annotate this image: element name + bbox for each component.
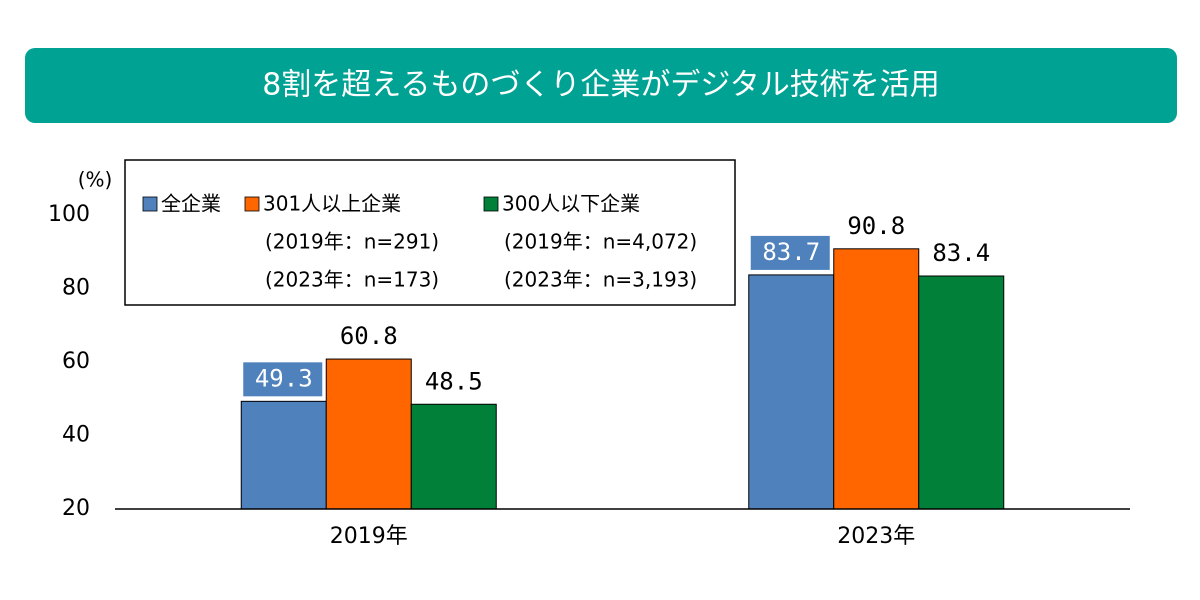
legend-swatch xyxy=(483,196,499,212)
value-label-box xyxy=(243,362,323,397)
legend-swatch xyxy=(244,196,260,212)
y-tick-label: 100 xyxy=(48,202,90,227)
title-banner xyxy=(25,48,1177,123)
x-tick-label: 2019年 xyxy=(330,524,408,549)
value-label: 90.8 xyxy=(847,212,905,240)
legend-note: (2023年：n=173) xyxy=(265,268,439,292)
bar xyxy=(833,248,920,510)
legend-note: (2019年：n=4,072) xyxy=(504,230,697,254)
y-tick-label: 20 xyxy=(62,496,90,521)
x-tick-label: 2023年 xyxy=(837,524,915,549)
y-tick-label: 80 xyxy=(62,276,90,301)
legend-note: (2019年：n=291) xyxy=(265,230,439,254)
legend-label: 全企業 xyxy=(161,192,221,216)
value-label: 48.5 xyxy=(425,367,483,395)
y-tick-label: 60 xyxy=(62,349,90,374)
value-label-box xyxy=(750,235,830,270)
bar xyxy=(918,275,1005,510)
legend-label: 300人以下企業 xyxy=(502,192,640,216)
value-label: 49.3 xyxy=(255,364,313,392)
y-tick-label: 40 xyxy=(62,423,90,448)
bar xyxy=(748,274,835,510)
bar xyxy=(240,400,327,510)
legend-label: 301人以上企業 xyxy=(263,192,401,216)
value-label: 83.7 xyxy=(762,238,820,266)
legend-swatch xyxy=(142,196,158,212)
legend-box xyxy=(124,159,736,306)
bar xyxy=(410,403,497,510)
chart-title: 8割を超えるものづくり企業がデジタル技術を活用 xyxy=(262,68,940,103)
bar xyxy=(325,358,412,510)
value-label: 83.4 xyxy=(932,239,990,267)
value-label: 60.8 xyxy=(340,322,398,350)
y-unit: (%) xyxy=(78,168,113,192)
legend-note: (2023年：n=3,193) xyxy=(504,268,697,292)
